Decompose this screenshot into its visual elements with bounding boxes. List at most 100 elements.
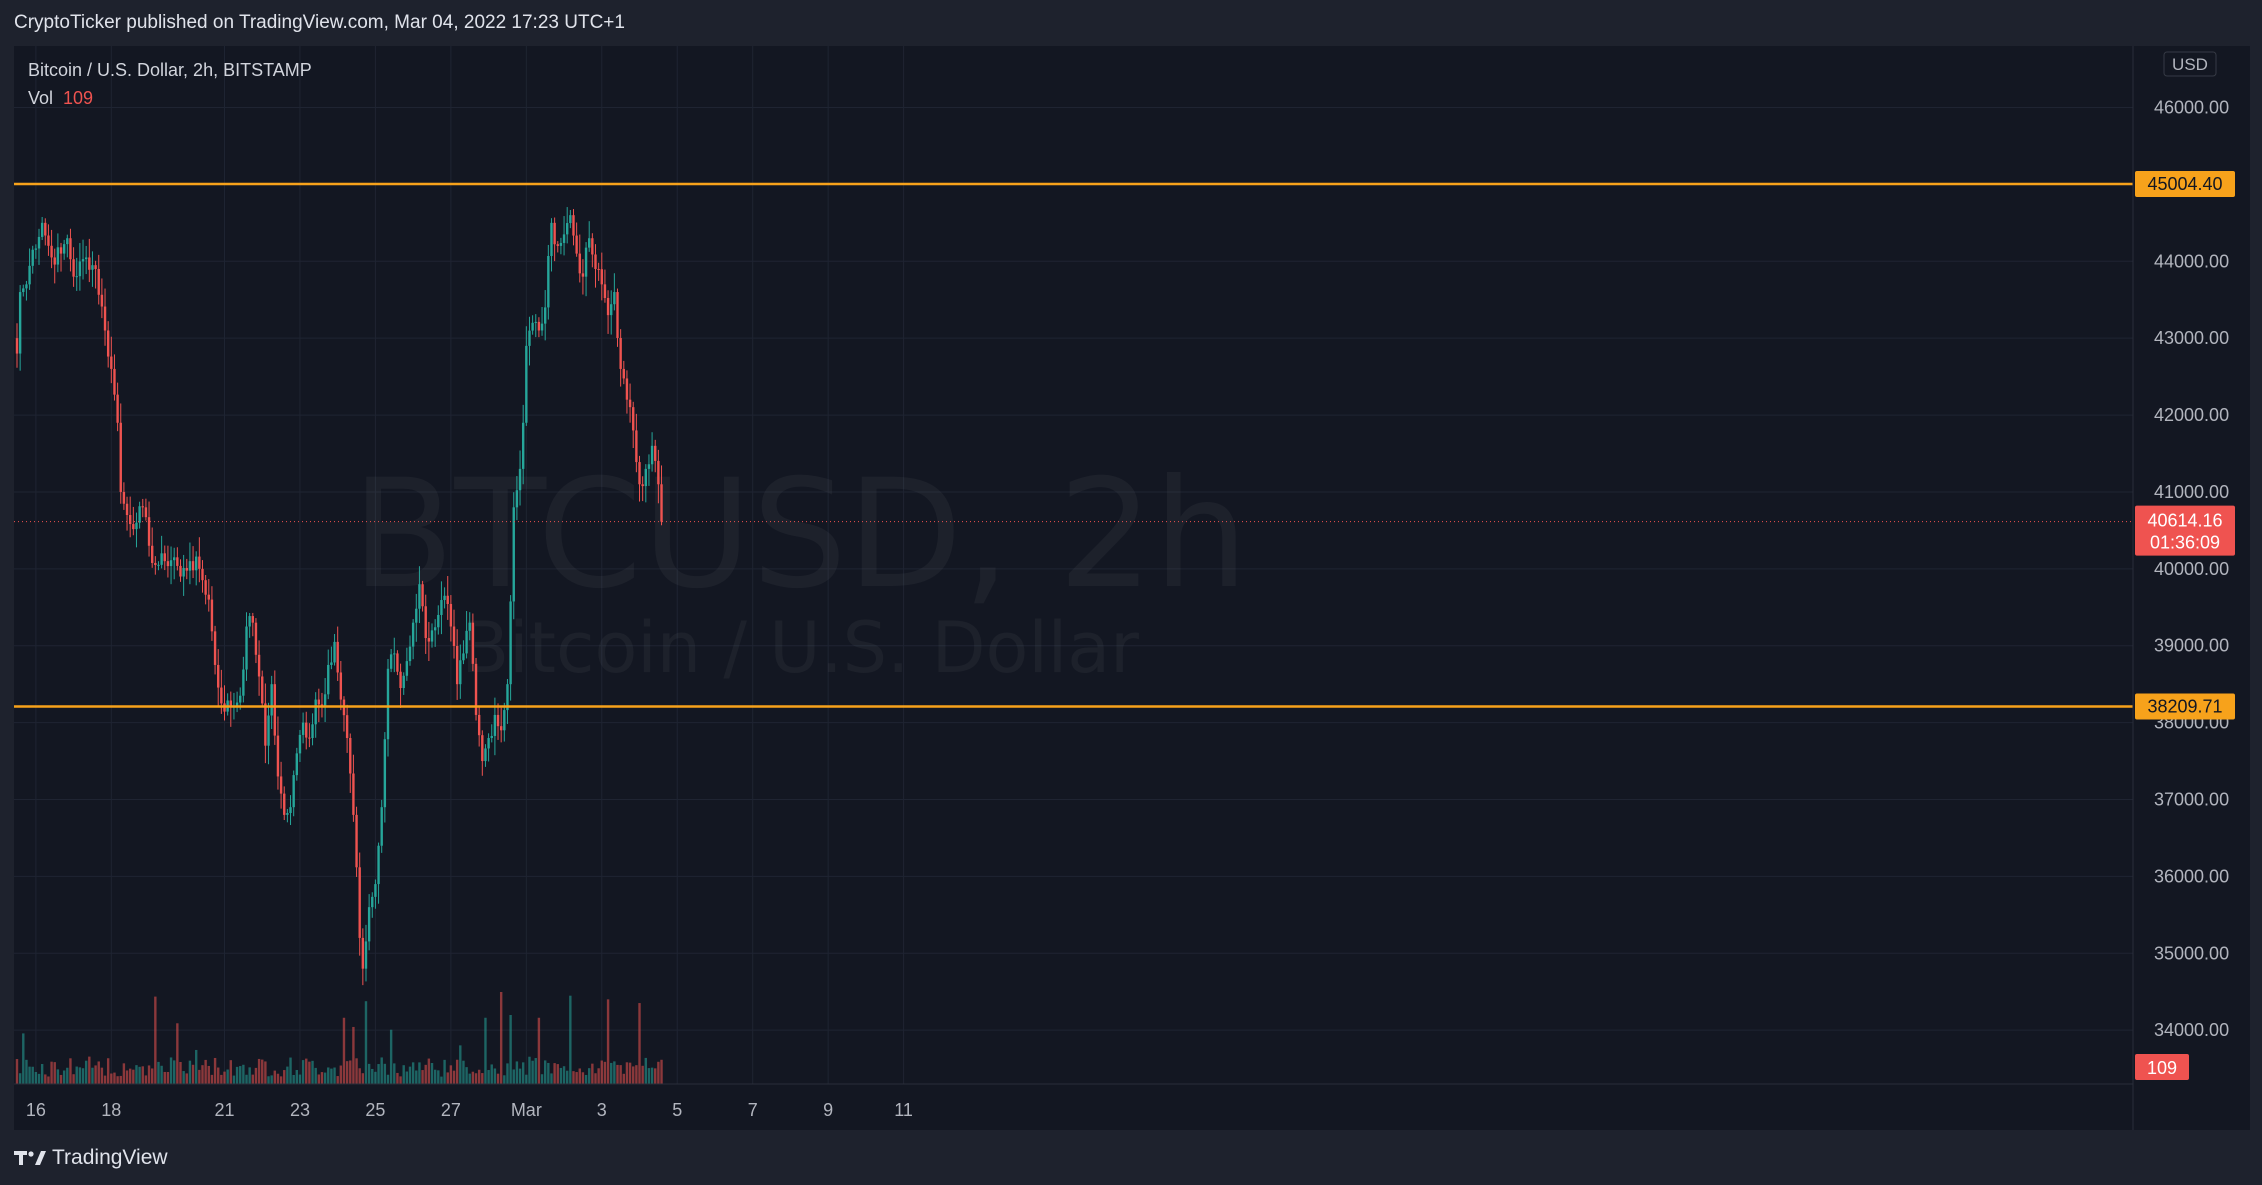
candle[interactable] [644,468,647,487]
candle[interactable] [600,269,603,285]
candle[interactable] [493,714,497,736]
candle[interactable] [201,568,204,581]
candle[interactable] [559,242,563,246]
candle[interactable] [578,253,581,274]
candle[interactable] [415,608,418,623]
candle[interactable] [440,600,443,615]
candle[interactable] [455,645,459,685]
candle[interactable] [383,739,387,808]
candle[interactable] [518,468,522,491]
candle[interactable] [69,238,72,260]
candle[interactable] [261,676,264,704]
candle[interactable] [138,506,141,523]
candle[interactable] [632,407,635,431]
candle[interactable] [34,248,38,250]
candle[interactable] [462,653,465,661]
candle[interactable] [166,561,170,567]
candle[interactable] [377,845,380,885]
candle[interactable] [421,584,424,607]
candle[interactable] [75,276,78,278]
candle[interactable] [270,684,273,716]
candle[interactable] [352,773,355,815]
candle[interactable] [289,807,292,814]
candle[interactable] [650,445,654,465]
candle[interactable] [37,236,41,249]
candle[interactable] [91,265,94,270]
candle[interactable] [396,653,399,672]
candle[interactable] [286,813,289,815]
candle[interactable] [239,695,242,703]
candle[interactable] [257,654,261,677]
candle[interactable] [616,292,619,338]
candle[interactable] [449,603,453,627]
candle[interactable] [53,257,56,265]
candle[interactable] [540,323,544,331]
candle[interactable] [188,561,192,571]
candle[interactable] [550,222,553,257]
candle[interactable] [72,259,75,277]
candle[interactable] [635,430,638,463]
candle[interactable] [393,653,396,655]
candle[interactable] [575,235,578,254]
candle[interactable] [56,247,60,265]
candle[interactable] [543,307,547,324]
candle[interactable] [119,422,122,492]
candle[interactable] [185,567,188,571]
candle[interactable] [254,622,258,655]
candle[interactable] [305,722,308,738]
candle[interactable] [628,399,632,408]
candle[interactable] [207,594,210,600]
candle[interactable] [521,422,525,469]
candle[interactable] [245,626,248,670]
candle[interactable] [484,748,487,762]
candle[interactable] [154,562,157,565]
candle[interactable] [411,622,415,647]
candle[interactable] [537,321,541,331]
candle[interactable] [40,222,44,237]
candle[interactable] [437,614,440,628]
candle[interactable] [217,664,220,688]
candle[interactable] [122,491,126,504]
candle[interactable] [22,288,25,293]
candle[interactable] [160,553,163,565]
candle[interactable] [471,622,475,664]
candle[interactable] [88,257,91,270]
candle[interactable] [191,561,195,571]
candle[interactable] [47,235,50,246]
candle[interactable] [242,669,245,696]
candle[interactable] [446,595,449,604]
candle[interactable] [308,737,311,739]
candle[interactable] [603,284,607,298]
candle[interactable] [15,338,19,354]
candle[interactable] [477,714,481,736]
candle[interactable] [62,244,66,254]
candle[interactable] [235,702,239,707]
candle[interactable] [317,699,321,705]
candle[interactable] [660,484,663,522]
candle[interactable] [424,606,427,639]
candle[interactable] [657,460,660,485]
candle[interactable] [267,715,270,746]
candle[interactable] [327,664,330,695]
candle[interactable] [512,507,515,602]
candle[interactable] [399,671,402,689]
candle[interactable] [78,261,82,277]
candle[interactable] [465,630,468,654]
candle[interactable] [311,724,314,738]
candle[interactable] [264,703,267,746]
candle[interactable] [371,896,374,908]
candle[interactable] [59,247,63,254]
candle[interactable] [94,265,97,269]
candle[interactable] [405,661,409,676]
candle[interactable] [213,631,217,665]
candle[interactable] [150,545,154,563]
candle[interactable] [418,584,421,609]
candle[interactable] [610,304,613,316]
candle[interactable] [103,306,107,331]
currency-box[interactable] [2163,51,2217,77]
candle[interactable] [562,234,566,243]
candle[interactable] [556,244,559,246]
candle[interactable] [330,662,333,665]
candle[interactable] [619,337,622,369]
candle[interactable] [97,268,100,295]
